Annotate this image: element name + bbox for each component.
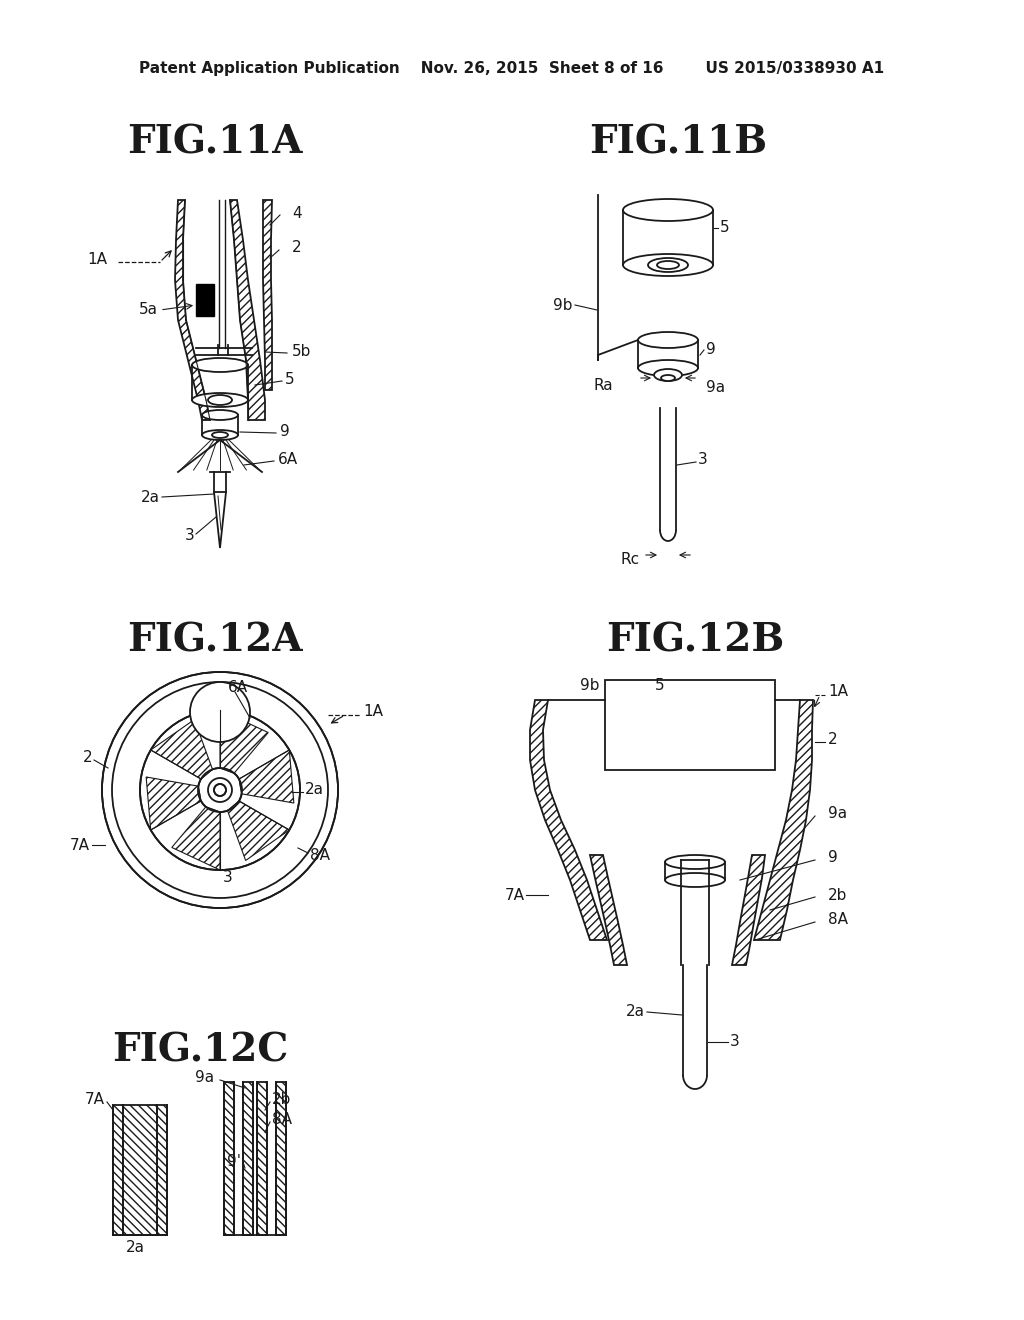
Text: 6A: 6A	[228, 681, 248, 696]
Text: 3: 3	[730, 1035, 739, 1049]
Ellipse shape	[208, 395, 232, 405]
Text: FIG.11B: FIG.11B	[589, 124, 767, 162]
Polygon shape	[754, 700, 813, 940]
Ellipse shape	[657, 261, 679, 269]
Polygon shape	[146, 777, 201, 830]
Text: 2a: 2a	[626, 1005, 645, 1019]
Ellipse shape	[193, 358, 248, 372]
Text: 9b: 9b	[554, 297, 573, 313]
Text: 2a: 2a	[141, 490, 160, 504]
Circle shape	[140, 710, 300, 870]
Polygon shape	[243, 1082, 253, 1236]
Text: Rc: Rc	[621, 553, 640, 568]
Text: 8A: 8A	[272, 1113, 292, 1127]
Ellipse shape	[638, 360, 698, 376]
Text: 1A: 1A	[828, 685, 848, 700]
Circle shape	[198, 768, 242, 812]
Text: 5a: 5a	[139, 302, 158, 318]
Text: 5: 5	[285, 372, 295, 388]
Text: Patent Application Publication    Nov. 26, 2015  Sheet 8 of 16        US 2015/03: Patent Application Publication Nov. 26, …	[139, 61, 885, 75]
Text: 5: 5	[655, 677, 665, 693]
Polygon shape	[230, 201, 265, 420]
Text: Ra: Ra	[593, 378, 613, 392]
Text: FIG.11A: FIG.11A	[127, 124, 303, 162]
Polygon shape	[239, 750, 294, 803]
Text: 8A: 8A	[828, 912, 848, 928]
Text: 2b: 2b	[828, 887, 848, 903]
Polygon shape	[175, 201, 210, 420]
Text: 2a: 2a	[126, 1241, 144, 1255]
Text: FIG.12A: FIG.12A	[127, 620, 303, 659]
Circle shape	[190, 682, 250, 742]
Ellipse shape	[202, 430, 238, 440]
Ellipse shape	[623, 253, 713, 276]
Circle shape	[208, 777, 232, 803]
Polygon shape	[530, 700, 607, 940]
Ellipse shape	[193, 393, 248, 407]
Ellipse shape	[202, 411, 238, 420]
Polygon shape	[257, 1082, 267, 1236]
Text: 9a: 9a	[196, 1069, 215, 1085]
Polygon shape	[227, 801, 290, 861]
Polygon shape	[220, 710, 268, 774]
Ellipse shape	[648, 257, 688, 272]
Polygon shape	[590, 855, 627, 965]
Text: 6A: 6A	[278, 453, 298, 467]
Polygon shape	[732, 855, 765, 965]
Ellipse shape	[662, 375, 675, 381]
Text: 3: 3	[223, 870, 232, 884]
Text: 9: 9	[280, 425, 290, 440]
Text: 2: 2	[828, 733, 838, 747]
Polygon shape	[113, 1105, 123, 1236]
Text: 7A: 7A	[70, 837, 90, 853]
Text: 2a: 2a	[305, 783, 324, 797]
Ellipse shape	[665, 873, 725, 887]
Ellipse shape	[623, 199, 713, 220]
Text: 4: 4	[292, 206, 302, 220]
Text: 9: 9	[706, 342, 716, 358]
Text: 7A: 7A	[85, 1093, 105, 1107]
Text: 3: 3	[185, 528, 195, 544]
Polygon shape	[151, 719, 212, 779]
Text: 8A: 8A	[310, 847, 330, 862]
Polygon shape	[224, 1082, 234, 1236]
Text: 9b: 9b	[581, 677, 600, 693]
Polygon shape	[263, 201, 272, 389]
Text: FIG.12B: FIG.12B	[606, 620, 784, 659]
Text: 9: 9	[828, 850, 838, 866]
Text: 9a: 9a	[706, 380, 725, 395]
Polygon shape	[214, 492, 226, 548]
Polygon shape	[172, 807, 220, 870]
Ellipse shape	[654, 370, 682, 381]
Text: 9': 9'	[227, 1155, 241, 1170]
Text: 7A: 7A	[505, 887, 525, 903]
Ellipse shape	[665, 855, 725, 869]
Polygon shape	[276, 1082, 286, 1236]
Text: 2: 2	[292, 240, 302, 256]
Bar	[605, 680, 775, 770]
Ellipse shape	[638, 333, 698, 348]
Polygon shape	[157, 1105, 167, 1236]
Text: 2b: 2b	[272, 1093, 292, 1107]
Text: 1A: 1A	[87, 252, 106, 267]
Circle shape	[214, 784, 226, 796]
Text: 2: 2	[82, 751, 92, 766]
Circle shape	[112, 682, 328, 898]
Polygon shape	[123, 1105, 157, 1236]
Bar	[196, 284, 214, 315]
Text: 3: 3	[698, 453, 708, 467]
Text: 5b: 5b	[292, 345, 311, 359]
Text: 1A: 1A	[362, 705, 383, 719]
Text: FIG.12C: FIG.12C	[112, 1031, 288, 1069]
Ellipse shape	[212, 432, 228, 438]
Text: 5: 5	[720, 220, 730, 235]
Text: 9a: 9a	[828, 805, 847, 821]
Circle shape	[102, 672, 338, 908]
